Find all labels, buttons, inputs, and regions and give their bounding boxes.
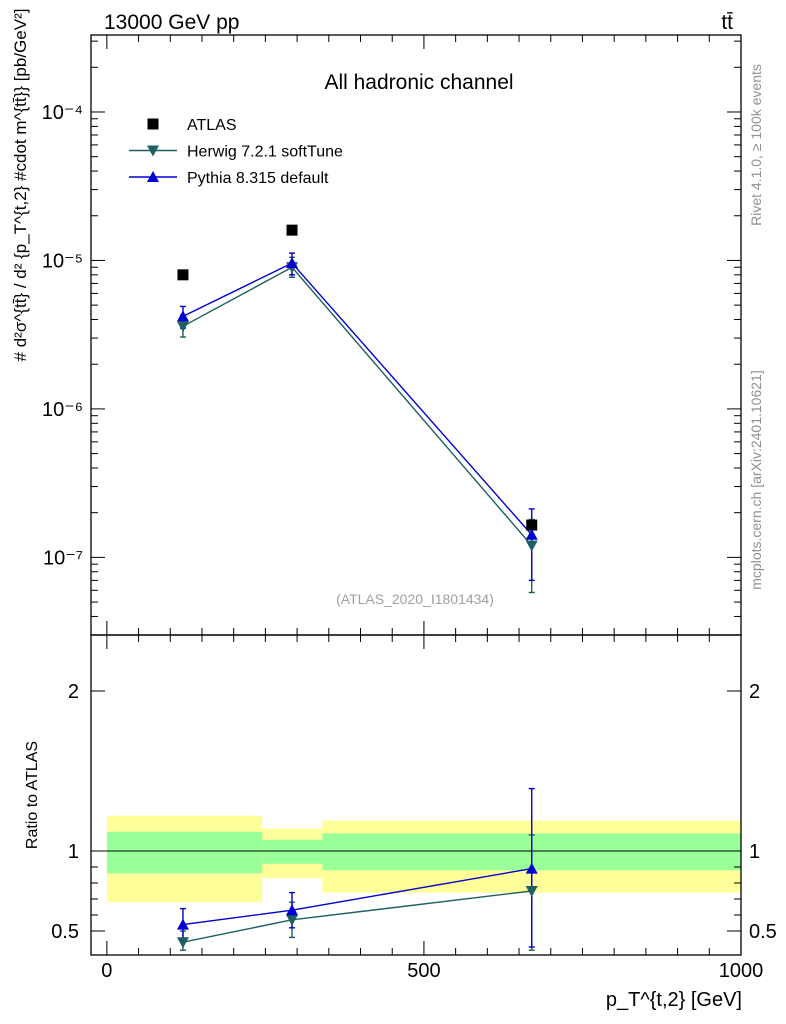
ratio-point [286, 914, 299, 926]
stat-uncertainty-band [106, 831, 263, 874]
x-tick-label: 1000 [719, 960, 764, 982]
rivet-label: Rivet 4.1.0, ≥ 100k events [748, 64, 764, 226]
data-point [176, 310, 189, 322]
legend-label: Pythia 8.315 default [187, 170, 329, 187]
x-tick-label: 500 [407, 960, 440, 982]
legend-marker [147, 171, 159, 182]
y-tick-label: 10⁻⁴ [42, 102, 83, 124]
legend-label: Herwig 7.2.1 softTune [187, 144, 343, 161]
mcplots-label: mcplots.cern.ch [arXiv:2401.10621] [748, 370, 764, 589]
main-panel-data [176, 224, 538, 594]
main-title: All hadronic channel [324, 71, 513, 94]
ratio-ylabel: Ratio to ATLAS [24, 741, 41, 849]
data-point [176, 321, 189, 333]
ratio-point [525, 886, 538, 897]
data-point [525, 528, 538, 540]
ratio-panel-data [176, 787, 538, 951]
stat-uncertainty-band [262, 839, 323, 864]
ratio-axis-ticks: 0.5 0.5 1 1 2 2 0 500 1000 [51, 635, 777, 982]
ratio-panel-frame [90, 634, 742, 956]
legend-marker [147, 145, 159, 157]
ratio-point [176, 918, 189, 930]
process-label: tt̄ [721, 11, 733, 34]
data-point [526, 519, 538, 531]
y-tick-label-right: 2 [749, 681, 760, 703]
data-point [286, 257, 299, 269]
y-tick-label-right: 1 [749, 841, 760, 863]
x-axis-label: p_T^{t,2} [GeV] [606, 989, 742, 1011]
legend-marker [147, 118, 159, 130]
y-tick-label: 1 [68, 841, 79, 863]
series-line [182, 262, 533, 536]
x-tick-label: 0 [101, 960, 112, 982]
energy-label: 13000 GeV pp [104, 11, 239, 34]
y-tick-label: 10⁻⁷ [43, 547, 83, 569]
y-tick-label-right: 0.5 [749, 921, 777, 943]
data-point [525, 540, 538, 552]
ratio-point [525, 862, 538, 874]
data-point [286, 224, 298, 236]
watermark: (ATLAS_2020_I1801434) [336, 591, 494, 607]
y-tick-label: 10⁻⁶ [42, 399, 83, 421]
ratio-point [286, 904, 299, 916]
ratio-point [176, 937, 189, 949]
series-line [182, 266, 533, 547]
y-tick-label: 10⁻⁵ [42, 250, 83, 272]
y-tick-label: 0.5 [51, 921, 79, 943]
y-tick-label: 2 [68, 681, 79, 703]
legend: ATLAS Herwig 7.2.1 softTune Pythia 8.315 d… [129, 117, 343, 187]
main-ylabel: # d²σ^{tt̄} / d² {p_T^{t,2} #cdot m^{tt̄… [11, 9, 30, 362]
data-point [177, 269, 189, 281]
legend-label: ATLAS [187, 117, 237, 134]
main-axis-ticks: 10⁻⁴ 10⁻⁵ 10⁻⁶ 10⁻⁷ [42, 35, 742, 636]
